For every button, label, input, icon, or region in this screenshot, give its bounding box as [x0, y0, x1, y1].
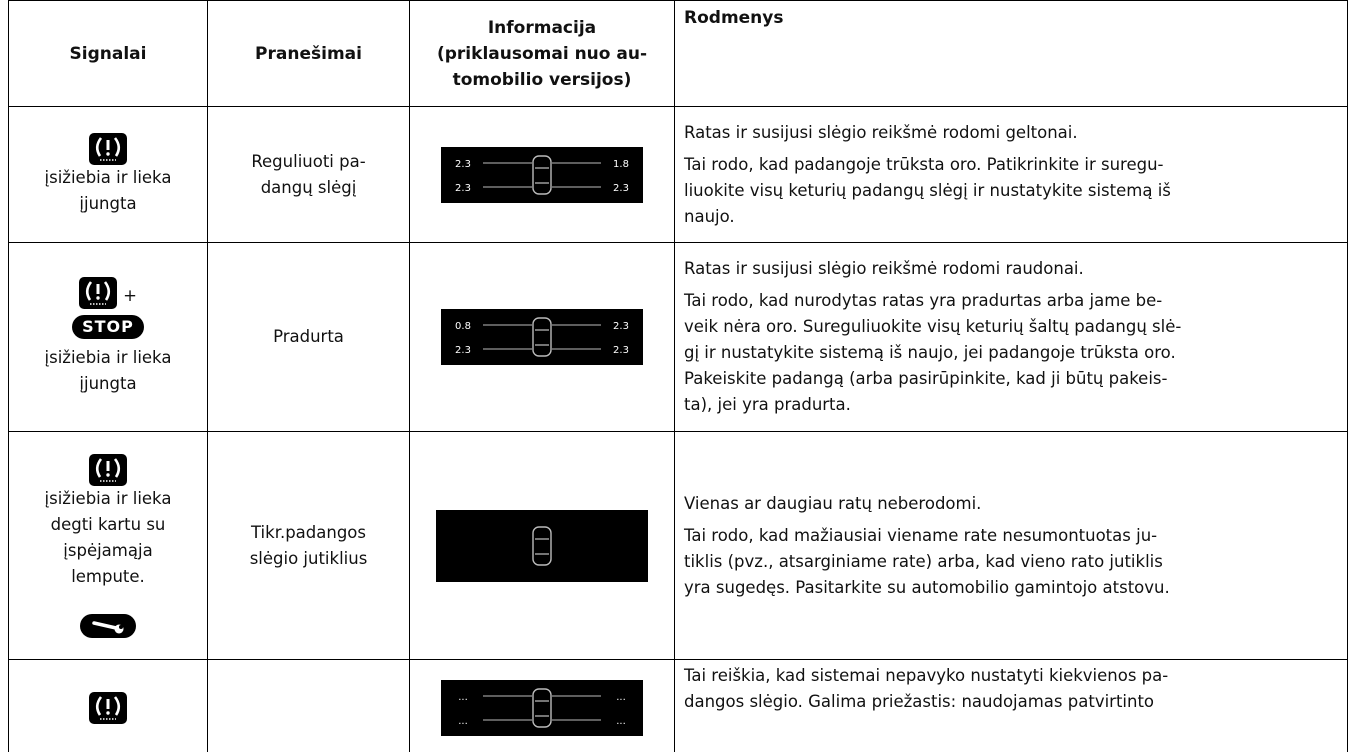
description-cell: Ratas ir susijusi slėgio reikšmė rodomi … — [675, 107, 1348, 243]
description-text: gį ir nustatykite sistemą iš naujo, jei … — [684, 343, 1176, 362]
tire-display: 2.3 1.8 2.3 2.3 — [441, 146, 643, 203]
info-cell — [410, 432, 675, 660]
paragraph: Tai rodo, kad mažiausiai viename rate ne… — [684, 523, 1170, 601]
pressure-value: 2.3 — [613, 321, 629, 332]
description-text: Tai rodo, kad nurodytas ratas yra pradur… — [684, 291, 1163, 310]
plus-sign: + — [123, 286, 137, 305]
stop-icon: STOP — [72, 315, 144, 339]
description-text: yra sugedęs. Pasitarkite su automobilio … — [684, 577, 1170, 597]
header-text: Informacija — [487, 17, 597, 38]
description-text: veik nėra oro. Sureguliuokite visų ketur… — [684, 317, 1182, 336]
signal-text: įsižiebia ir lieka — [44, 167, 172, 187]
description-text: Vienas ar daugiau ratų neberodomi. — [684, 493, 982, 513]
pressure-value: 2.3 — [455, 345, 471, 356]
description-text: dangos slėgio. Galima priežastis: naudoj… — [684, 692, 1155, 711]
tire-pressure-icon — [89, 453, 127, 486]
header-cell: Signalai — [8, 0, 208, 107]
description-cell: Ratas ir susijusi slėgio reikšmė rodomi … — [675, 243, 1348, 432]
message-text: slėgio jutiklius — [249, 548, 368, 568]
signal-cell — [8, 660, 208, 752]
message-cell: Pradurta — [208, 243, 410, 432]
description-cell: Tai reiškia, kad sistemai nepavyko nusta… — [675, 660, 1348, 752]
pressure-value: 2.3 — [455, 183, 471, 194]
header-text: Signalai — [69, 43, 147, 64]
pressure-value: ... — [616, 692, 626, 703]
header-text: (priklausomai nuo au- — [436, 43, 648, 64]
signal-cell: įsižiebia ir lieka degti kartu su įspėjamą… — [8, 432, 208, 660]
description-text: naujo. — [684, 206, 735, 226]
paragraph: Tai reiškia, kad sistemai nepavyko nusta… — [684, 663, 1168, 715]
message-cell — [208, 660, 410, 752]
pressure-value: 2.3 — [613, 345, 629, 356]
info-cell: 2.3 1.8 2.3 2.3 — [410, 107, 675, 243]
icon-row — [89, 691, 127, 724]
icon-row — [89, 132, 127, 165]
signal-text: lempute. — [71, 566, 145, 586]
header-cell: Rodmenys — [675, 0, 1348, 107]
description-cell: Vienas ar daugiau ratų neberodomi. Tai ro… — [675, 432, 1348, 660]
pressure-value: ... — [458, 692, 468, 703]
tire-pressure-icon — [89, 691, 127, 724]
description-text: Tai rodo, kad mažiausiai viename rate ne… — [684, 525, 1158, 545]
tire-display: ............ — [441, 679, 643, 736]
message-text: Tikr.padangos — [250, 522, 367, 542]
pressure-value: 2.3 — [455, 159, 471, 170]
signal-text: įjungta — [79, 193, 137, 213]
message-text: Pradurta — [273, 327, 344, 346]
paragraph: Tai rodo, kad padangoje trūksta oro. Pat… — [684, 152, 1171, 230]
icon-row — [89, 453, 127, 486]
header-text: tomobilio versijos) — [452, 69, 632, 90]
description-text: tiklis (pvz., atsarginiame rate) arba, k… — [684, 551, 1163, 571]
signal-text: įsižiebia ir lieka — [44, 488, 172, 508]
signal-text: įspėjamąja — [63, 540, 153, 560]
description-text: liuokite visų keturių padangų slėgį ir n… — [684, 180, 1171, 200]
signal-text: įjungta — [79, 374, 137, 393]
pressure-value: 0.8 — [455, 321, 471, 332]
paragraph: Ratas ir susijusi slėgio reikšmė rodomi … — [684, 120, 1078, 146]
paragraph: Ratas ir susijusi slėgio reikšmė rodomi … — [684, 256, 1084, 282]
pressure-value: 2.3 — [613, 183, 629, 194]
signal-text: įsižiebia ir lieka — [44, 348, 172, 367]
description-text: Tai reiškia, kad sistemai nepavyko nusta… — [684, 666, 1169, 685]
icon-row: + — [79, 277, 137, 309]
paragraph: Tai rodo, kad nurodytas ratas yra pradur… — [684, 288, 1181, 418]
wrench-icon — [80, 613, 136, 638]
description-text: Ratas ir susijusi slėgio reikšmė rodomi … — [684, 122, 1078, 142]
pressure-value: ... — [458, 716, 468, 727]
signal-cell: įsižiebia ir lieka įjungta — [8, 107, 208, 243]
message-text: Reguliuoti pa- — [251, 151, 366, 171]
header-text: Pranešimai — [255, 43, 362, 64]
signal-text: degti kartu su — [50, 514, 166, 534]
paragraph: Vienas ar daugiau ratų neberodomi. — [684, 491, 981, 517]
tire-pressure-icon — [79, 277, 118, 309]
header-cell: Informacija (priklausomai nuo au-tomobili… — [410, 0, 675, 107]
tire-display — [436, 509, 648, 582]
pressure-value: 1.8 — [613, 159, 629, 170]
description-text: Ratas ir susijusi slėgio reikšmė rodomi … — [684, 259, 1084, 278]
header-cell: Pranešimai — [208, 0, 410, 107]
description-text: Tai rodo, kad padangoje trūksta oro. Pat… — [684, 154, 1164, 174]
info-cell: 0.8 2.3 2.3 2.3 — [410, 243, 675, 432]
tire-pressure-icon — [89, 132, 127, 165]
message-cell: Tikr.padangos slėgio jutiklius — [208, 432, 410, 660]
header-text: Rodmenys — [684, 8, 784, 28]
description-text: Pakeiskite padangą (arba pasirūpinkite, … — [684, 369, 1168, 388]
info-cell: ............ — [410, 660, 675, 752]
message-cell: Reguliuoti pa-dangų slėgį — [208, 107, 410, 243]
pressure-value: ... — [616, 716, 626, 727]
signal-cell: + STOP įsižiebia ir lieka įjungta — [8, 243, 208, 432]
message-text: dangų slėgį — [260, 177, 357, 197]
tire-display: 0.8 2.3 2.3 2.3 — [441, 309, 643, 365]
description-text: ta), jei yra pradurta. — [684, 395, 851, 414]
